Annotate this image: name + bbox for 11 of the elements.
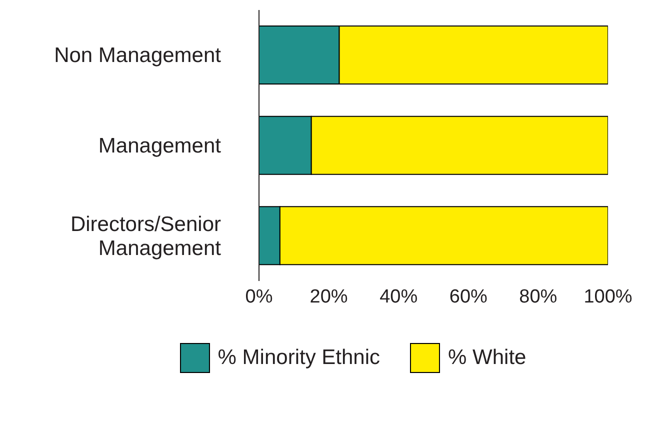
x-tick-label: 80%: [519, 286, 558, 308]
y-tick-label: Management: [98, 134, 222, 157]
legend-label: % Minority Ethnic: [218, 346, 380, 370]
x-tick-label: 40%: [380, 286, 418, 308]
x-tick-label: 0%: [245, 286, 273, 308]
legend-label: % White: [448, 346, 526, 370]
x-tick-label: 100%: [584, 286, 632, 308]
x-tick-label: 20%: [310, 286, 348, 308]
y-tick-label: Directors/Senior Management: [70, 212, 222, 260]
y-tick-label: Non Management: [54, 44, 222, 67]
x-tick-label: 60%: [449, 286, 488, 308]
